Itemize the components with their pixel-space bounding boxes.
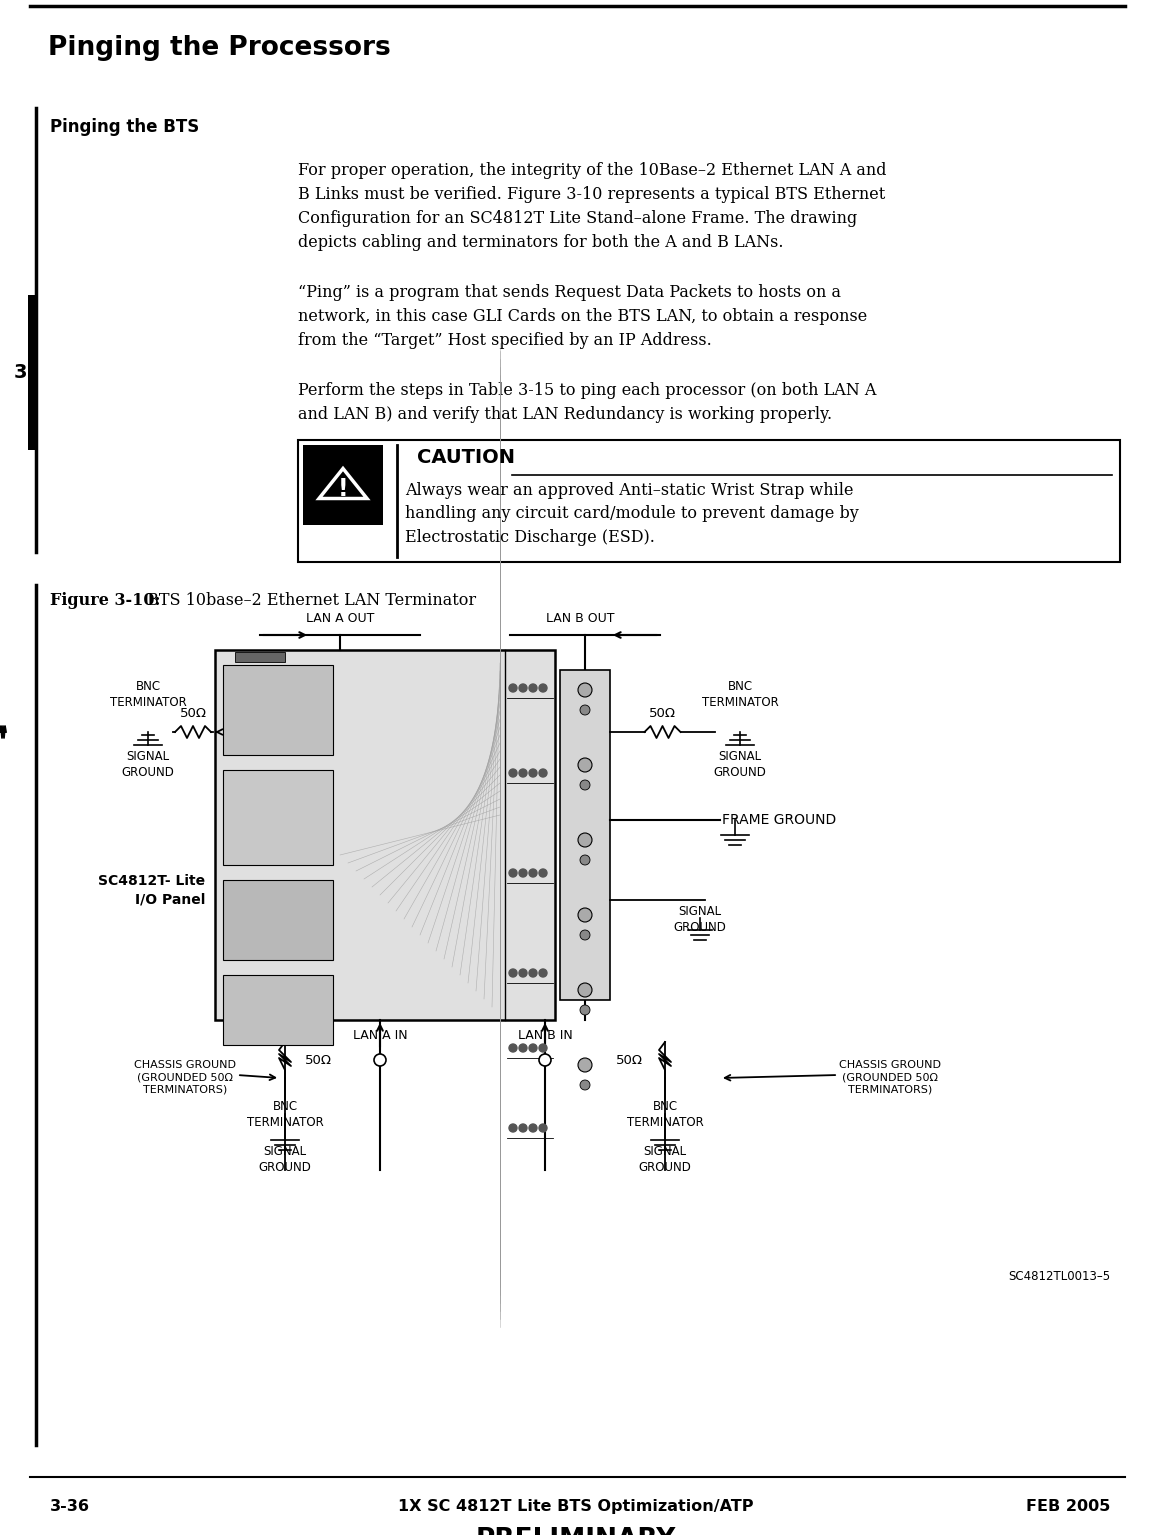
Circle shape: [580, 705, 590, 715]
Bar: [303, 445, 383, 525]
Text: 50Ω: 50Ω: [649, 708, 676, 720]
Text: LAN B IN: LAN B IN: [518, 1028, 572, 1042]
Circle shape: [529, 1124, 537, 1131]
Circle shape: [538, 1055, 551, 1065]
Bar: [214, 649, 555, 1019]
Text: Pinging the BTS: Pinging the BTS: [50, 118, 199, 137]
Text: !: !: [338, 477, 348, 500]
Bar: [223, 771, 333, 866]
Text: 3-36: 3-36: [50, 1500, 90, 1514]
Circle shape: [580, 855, 590, 866]
Text: LAN A IN: LAN A IN: [353, 1028, 407, 1042]
Circle shape: [538, 1124, 547, 1131]
Text: Always wear an approved Anti–static Wrist Strap while
handling any circuit card/: Always wear an approved Anti–static Wris…: [405, 482, 859, 546]
Text: Perform the steps in Table 3-15 to ping each processor (on both LAN A
and LAN B): Perform the steps in Table 3-15 to ping …: [297, 382, 876, 424]
Text: FEB 2005: FEB 2005: [1026, 1500, 1110, 1514]
Circle shape: [519, 969, 527, 976]
Bar: [223, 975, 333, 1045]
Text: SIGNAL
GROUND: SIGNAL GROUND: [258, 1145, 311, 1174]
Circle shape: [508, 1124, 517, 1131]
Text: PRELIMINARY: PRELIMINARY: [476, 1527, 676, 1535]
Circle shape: [578, 909, 591, 923]
Text: BNC
TERMINATOR: BNC TERMINATOR: [626, 1101, 703, 1130]
Circle shape: [578, 982, 591, 998]
Text: CHASSIS GROUND
(GROUNDED 50Ω
TERMINATORS): CHASSIS GROUND (GROUNDED 50Ω TERMINATORS…: [134, 1061, 236, 1094]
Circle shape: [508, 1044, 517, 1051]
Circle shape: [538, 769, 547, 777]
Text: SC4812TL0013–5: SC4812TL0013–5: [1008, 1269, 1110, 1283]
Circle shape: [538, 969, 547, 976]
Circle shape: [580, 930, 590, 939]
Circle shape: [519, 769, 527, 777]
Bar: [560, 669, 610, 999]
Circle shape: [538, 869, 547, 876]
Text: SIGNAL
GROUND: SIGNAL GROUND: [673, 906, 726, 933]
Text: FRAME GROUND: FRAME GROUND: [722, 814, 836, 827]
Circle shape: [519, 685, 527, 692]
Circle shape: [578, 758, 591, 772]
Text: SIGNAL
GROUND: SIGNAL GROUND: [714, 751, 767, 778]
Text: For proper operation, the integrity of the 10Base–2 Ethernet LAN A and
B Links m: For proper operation, the integrity of t…: [297, 163, 887, 252]
Circle shape: [578, 834, 591, 847]
Text: Figure 3-10:: Figure 3-10:: [50, 593, 160, 609]
Text: BNC
TERMINATOR: BNC TERMINATOR: [702, 680, 778, 709]
Text: SIGNAL
GROUND: SIGNAL GROUND: [121, 751, 174, 778]
Text: LAN B OUT: LAN B OUT: [545, 612, 615, 625]
Text: 3: 3: [13, 364, 27, 382]
Bar: [223, 880, 333, 959]
Circle shape: [580, 1005, 590, 1015]
Text: BNC
TERMINATOR: BNC TERMINATOR: [247, 1101, 323, 1130]
Text: SC4812T- Lite
I/O Panel: SC4812T- Lite I/O Panel: [98, 873, 205, 906]
Circle shape: [529, 769, 537, 777]
Circle shape: [580, 1081, 590, 1090]
Bar: [297, 441, 1120, 562]
Circle shape: [529, 1044, 537, 1051]
Circle shape: [508, 685, 517, 692]
Text: 50Ω: 50Ω: [306, 1053, 332, 1067]
Circle shape: [519, 1124, 527, 1131]
Circle shape: [580, 780, 590, 791]
Circle shape: [538, 685, 547, 692]
Circle shape: [508, 869, 517, 876]
Text: CHASSIS GROUND
(GROUNDED 50Ω
TERMINATORS): CHASSIS GROUND (GROUNDED 50Ω TERMINATORS…: [839, 1061, 941, 1094]
Circle shape: [519, 1044, 527, 1051]
Text: LAN A OUT: LAN A OUT: [306, 612, 375, 625]
Circle shape: [538, 1044, 547, 1051]
Circle shape: [508, 969, 517, 976]
Circle shape: [508, 769, 517, 777]
Text: 50Ω: 50Ω: [616, 1053, 643, 1067]
Text: “Ping” is a program that sends Request Data Packets to hosts on a
network, in th: “Ping” is a program that sends Request D…: [297, 284, 867, 350]
Circle shape: [529, 869, 537, 876]
Circle shape: [578, 1058, 591, 1071]
Text: BNC
TERMINATOR: BNC TERMINATOR: [110, 680, 187, 709]
Bar: [28, 295, 38, 450]
Bar: [223, 665, 333, 755]
Circle shape: [529, 685, 537, 692]
Circle shape: [578, 683, 591, 697]
Text: 50Ω: 50Ω: [180, 708, 206, 720]
Circle shape: [529, 969, 537, 976]
Text: BTS 10base–2 Ethernet LAN Terminator: BTS 10base–2 Ethernet LAN Terminator: [142, 593, 476, 609]
Circle shape: [519, 869, 527, 876]
Text: SIGNAL
GROUND: SIGNAL GROUND: [639, 1145, 692, 1174]
Bar: [235, 652, 285, 662]
Circle shape: [374, 1055, 386, 1065]
Text: CAUTION: CAUTION: [417, 448, 515, 467]
Text: Pinging the Processors: Pinging the Processors: [48, 35, 391, 61]
Text: 1X SC 4812T Lite BTS Optimization/ATP: 1X SC 4812T Lite BTS Optimization/ATP: [398, 1500, 754, 1514]
